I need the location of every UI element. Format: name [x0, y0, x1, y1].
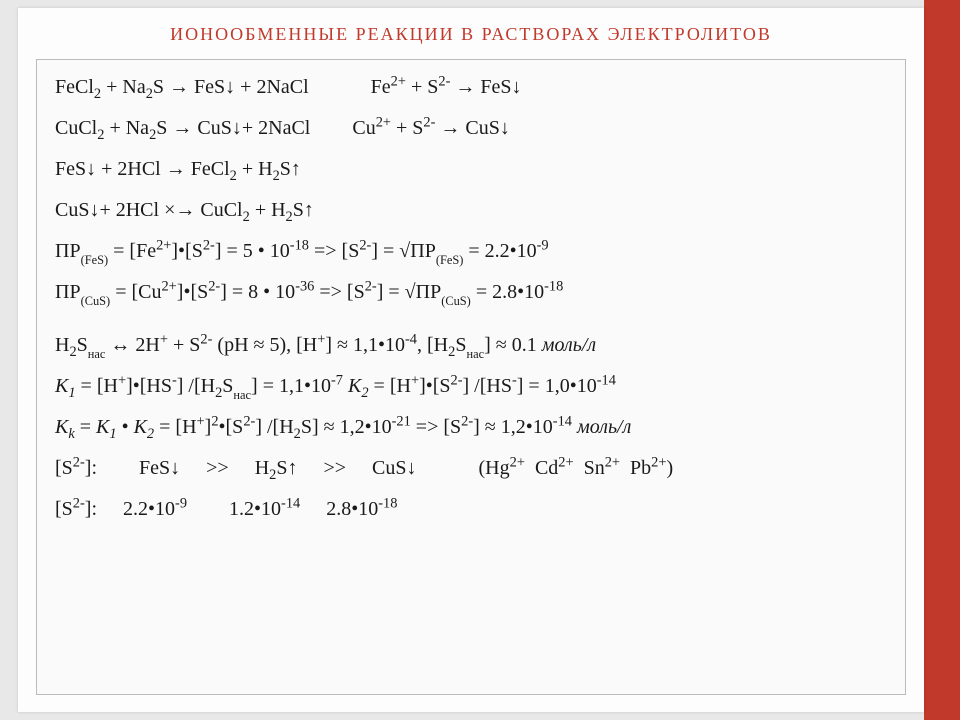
- eq1-ionic: Fe2+ + S2- → FeS↓: [371, 76, 522, 98]
- accent-bar: [924, 0, 960, 720]
- equation-row-1: FeCl2 + Na2S → FeS↓ + 2NaCl Fe2+ + S2- →…: [55, 74, 887, 101]
- content-box: FeCl2 + Na2S → FeS↓ + 2NaCl Fe2+ + S2- →…: [36, 59, 906, 695]
- h2s-gas: H2S↑: [255, 457, 298, 479]
- pr-fes: ПР(FeS) = [Fe2+]•[S2-] = 5 • 10-18 => [S…: [55, 238, 887, 265]
- cus-precip: CuS↓: [372, 457, 416, 479]
- h2s-sat: H2Sнас ↔ 2H+ + S2- (рН ≈ 5), [H+] ≈ 1,1•…: [55, 332, 887, 359]
- fes-precip: FeS↓: [139, 457, 180, 479]
- eq2-molecular: CuCl2 + Na2S → CuS↓+ 2NaCl: [55, 117, 310, 139]
- val-h2s: 1.2•10-14: [229, 498, 300, 520]
- eq2-ionic: Cu2+ + S2- → CuS↓: [352, 117, 510, 139]
- equation-4: CuS↓+ 2HCl ×→ CuCl2 + H2S↑: [55, 197, 887, 224]
- val-fes: 2.2•10-9: [123, 498, 187, 520]
- eq1-molecular: FeCl2 + Na2S → FeS↓ + 2NaCl: [55, 76, 309, 98]
- cations-list: (Hg2+ Cd2+ Sn2+ Pb2+): [479, 457, 674, 479]
- sulfide-compare-row1: [S2-]: FeS↓ >> H2S↑ >> CuS↓ (Hg2+ Cd2+ S…: [55, 455, 887, 482]
- s2-label-2: [S2-]:: [55, 498, 97, 520]
- equation-row-2: CuCl2 + Na2S → CuS↓+ 2NaCl Cu2+ + S2- → …: [55, 115, 887, 142]
- k1-k2: K1 = [H+]•[HS-] /[H2Sнас] = 1,1•10-7 K2 …: [55, 373, 887, 400]
- gtgt-1: >>: [206, 457, 229, 479]
- val-cus: 2.8•10-18: [326, 498, 397, 520]
- equation-3: FeS↓ + 2HCl → FeCl2 + H2S↑: [55, 156, 887, 183]
- slide: ИОНООБМЕННЫЕ РЕАКЦИИ В РАСТВОРАХ ЭЛЕКТРО…: [18, 8, 924, 712]
- pr-cus: ПР(CuS) = [Cu2+]•[S2-] = 8 • 10-36 => [S…: [55, 279, 887, 306]
- s2-label-1: [S2-]:: [55, 457, 97, 479]
- slide-title: ИОНООБМЕННЫЕ РЕАКЦИИ В РАСТВОРАХ ЭЛЕКТРО…: [18, 8, 924, 55]
- sulfide-compare-row2: [S2-]: 2.2•10-9 1.2•10-14 2.8•10-18: [55, 496, 887, 523]
- kk: Kk = K1 • K2 = [H+]2•[S2-] /[H2S] ≈ 1,2•…: [55, 414, 887, 441]
- gtgt-2: >>: [323, 457, 346, 479]
